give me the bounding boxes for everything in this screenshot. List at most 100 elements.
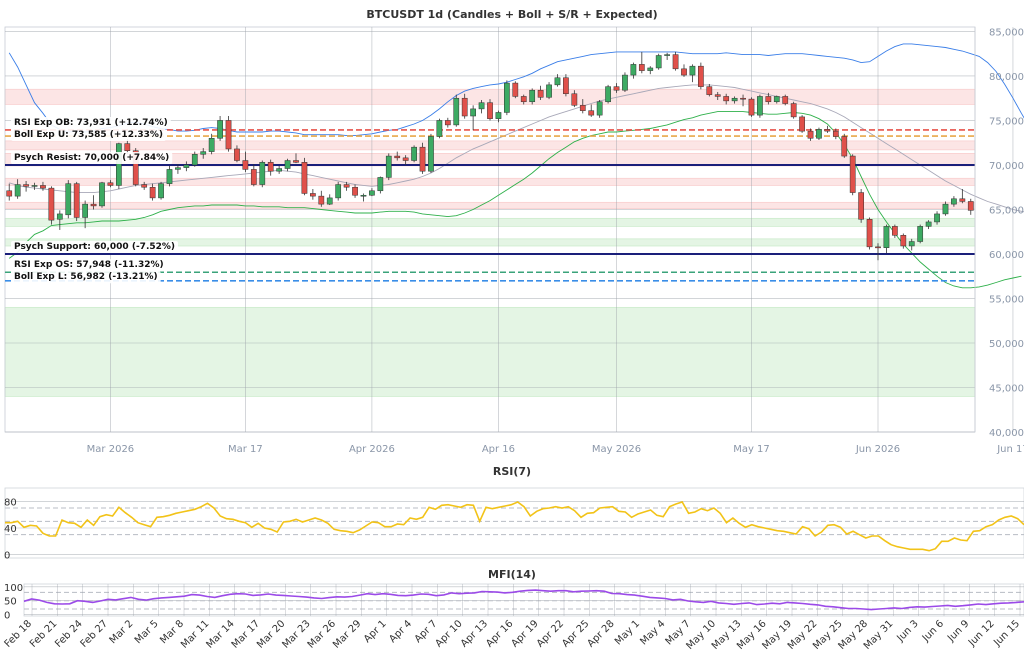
- price-y-axis: 40,000 45,000 50,000 55,000 60,000 65,000 70,0…: [974, 27, 1024, 439]
- candle-body: [681, 68, 687, 76]
- price-x-tick: May 2026: [592, 444, 641, 455]
- price-x-tick: Jun 2026: [855, 444, 900, 455]
- candle-body: [73, 183, 80, 218]
- candle-body: [276, 168, 282, 172]
- level-label-bg: [11, 240, 179, 253]
- candle-body: [326, 197, 333, 205]
- candle-body: [301, 162, 308, 194]
- candle-body: [672, 54, 679, 70]
- candle-body: [166, 169, 173, 184]
- candle-body: [352, 186, 358, 196]
- candle-body: [175, 167, 181, 170]
- candle-body: [504, 82, 510, 113]
- level-label: Boll Exp L: 56,982 (-13.21%): [14, 272, 158, 282]
- candle-body: [377, 177, 384, 192]
- sr-zone: [4, 217, 976, 227]
- level-label-bg: [11, 128, 167, 141]
- candle-body: [428, 136, 434, 172]
- rsi-panel: RSI(7) 0 40 80: [4, 465, 1024, 562]
- candle-body: [495, 112, 502, 119]
- candle-body: [107, 182, 114, 186]
- candle-body: [225, 120, 232, 150]
- rsi-grid: [4, 487, 1024, 559]
- candle-body: [832, 130, 839, 137]
- price-x-tick: Apr 2026: [349, 444, 395, 455]
- candle-body: [65, 183, 72, 216]
- candle-body: [782, 96, 789, 104]
- level-label-bg: [11, 151, 173, 164]
- candle-body: [158, 183, 164, 199]
- candle-body: [571, 93, 578, 106]
- candle-body: [605, 86, 611, 103]
- candle-body: [529, 89, 536, 103]
- candle-body: [866, 219, 873, 248]
- price-y-tick: 75,000: [989, 116, 1024, 127]
- rsi-chart-title: RSI(7): [493, 465, 531, 478]
- candle-body: [706, 86, 713, 95]
- candle-body: [23, 184, 29, 187]
- candle-body: [563, 77, 569, 95]
- candle-body: [554, 77, 561, 86]
- candle-body: [14, 184, 21, 197]
- candle-body: [478, 102, 485, 110]
- expected-levels: [5, 129, 975, 282]
- candle-body: [714, 94, 721, 97]
- candle-body: [369, 190, 375, 196]
- rsi-y-tick: 80: [4, 497, 17, 508]
- candle-body: [335, 184, 342, 199]
- rsi-y-tick: 40: [4, 524, 17, 535]
- level-label-bg: [11, 259, 167, 272]
- candle-body: [900, 235, 907, 247]
- mfi-plot-frame: [23, 583, 1024, 617]
- mfi-y-axis: 0 50 100: [4, 583, 23, 622]
- candle-body: [436, 120, 443, 137]
- candle-body: [807, 130, 814, 139]
- candle-body: [790, 103, 797, 118]
- candle-body: [191, 154, 198, 166]
- level-label: Boll Exp U: 73,585 (+12.33%): [14, 130, 163, 140]
- candle-body: [596, 101, 603, 116]
- candle-body: [773, 96, 780, 103]
- candle-body: [664, 54, 670, 56]
- candle-body: [883, 226, 890, 248]
- price-y-tick: 80,000: [989, 72, 1024, 83]
- sr-zones: [4, 88, 976, 397]
- level-label: RSI Exp OS: 57,948 (-11.32%): [14, 260, 164, 270]
- candle-body: [849, 155, 856, 193]
- candle-body: [360, 194, 367, 197]
- price-y-tick: 70,000: [989, 161, 1024, 172]
- mfi-chart-title: MFI(14): [488, 568, 536, 581]
- candle-body: [116, 143, 122, 186]
- candle-body: [858, 192, 864, 220]
- candle-body: [411, 146, 417, 161]
- candle-body: [318, 195, 325, 205]
- candle-body: [723, 96, 730, 102]
- candle-body: [892, 226, 898, 236]
- candle-body: [698, 65, 704, 87]
- candle-body: [731, 97, 738, 102]
- candle-body: [934, 213, 940, 223]
- candle-body: [394, 155, 401, 159]
- candle-body: [655, 55, 662, 69]
- candle-body: [149, 186, 156, 199]
- candle-body: [48, 187, 55, 221]
- candle-body: [259, 162, 266, 185]
- candle-body: [520, 96, 527, 103]
- candle-body: [951, 198, 957, 205]
- price-y-tick: 85,000: [989, 27, 1024, 38]
- candle-body: [132, 150, 139, 185]
- price-y-tick: 60,000: [989, 250, 1024, 261]
- candle-body: [799, 116, 805, 132]
- candle-body: [99, 182, 105, 207]
- candle-body: [217, 120, 223, 139]
- candle-body: [242, 160, 249, 170]
- candle-body: [208, 138, 215, 152]
- candle-body: [942, 203, 949, 215]
- price-y-tick: 45,000: [989, 383, 1024, 394]
- candle-body: [757, 96, 763, 116]
- candle-body: [841, 136, 848, 157]
- candle-body: [183, 164, 190, 168]
- candle-body: [284, 160, 291, 169]
- candle-body: [470, 108, 476, 117]
